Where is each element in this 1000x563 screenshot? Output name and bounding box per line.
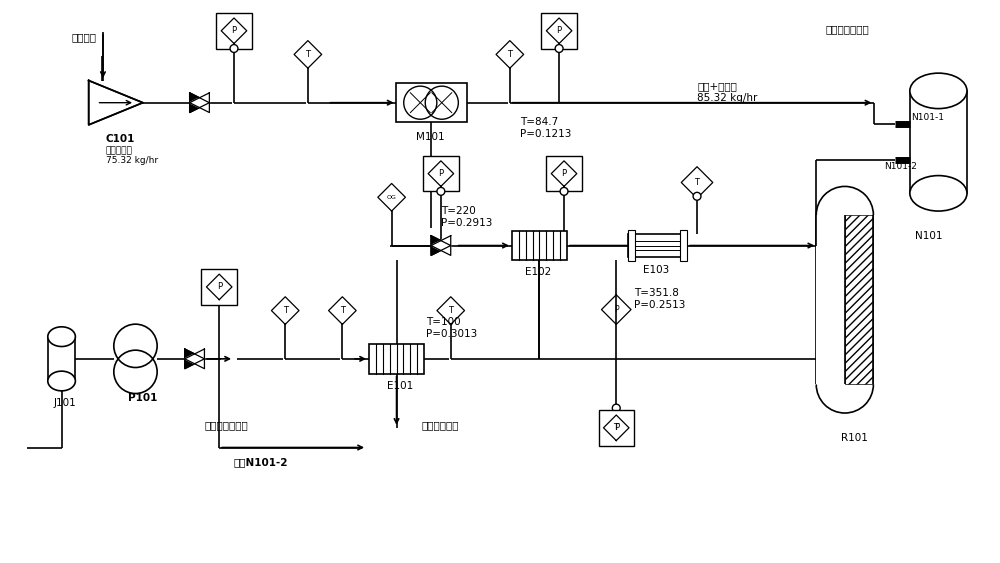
Text: E103: E103 <box>643 265 669 275</box>
Ellipse shape <box>910 73 967 109</box>
Bar <box>546 156 582 191</box>
Bar <box>599 410 634 445</box>
Bar <box>541 13 577 48</box>
Ellipse shape <box>48 371 75 391</box>
Text: 空气+引燃剂: 空气+引燃剂 <box>697 81 737 91</box>
Bar <box>910 91 967 193</box>
Circle shape <box>230 44 238 52</box>
Text: P: P <box>614 305 619 314</box>
Bar <box>48 337 75 381</box>
Polygon shape <box>431 236 451 256</box>
Text: P: P <box>614 423 619 432</box>
Text: T=351.8
P=0.2513: T=351.8 P=0.2513 <box>634 288 685 310</box>
Text: T: T <box>283 306 288 315</box>
Polygon shape <box>190 93 209 113</box>
Text: T: T <box>448 306 453 315</box>
Text: T=84.7
P=0.1213: T=84.7 P=0.1213 <box>520 118 571 139</box>
Text: N101-1: N101-1 <box>911 113 944 122</box>
Text: P: P <box>557 26 562 35</box>
Text: P101: P101 <box>128 394 157 403</box>
Bar <box>845 215 873 385</box>
Text: M101: M101 <box>416 132 445 142</box>
Text: T=100
P=0.3013: T=100 P=0.3013 <box>426 318 477 339</box>
Polygon shape <box>185 349 204 369</box>
Text: OG: OG <box>387 195 397 200</box>
Bar <box>396 83 467 122</box>
Circle shape <box>555 44 563 52</box>
Polygon shape <box>185 349 204 369</box>
Bar <box>512 231 567 260</box>
Ellipse shape <box>48 327 75 346</box>
Text: P: P <box>217 283 222 292</box>
Bar <box>680 230 687 261</box>
Text: 空气增压器: 空气增压器 <box>106 146 133 155</box>
Text: 内燃机冷却水: 内燃机冷却水 <box>421 420 459 430</box>
Text: 75.32 kg/hr: 75.32 kg/hr <box>106 156 158 165</box>
Text: N101-2: N101-2 <box>884 162 917 171</box>
Ellipse shape <box>910 176 967 211</box>
Text: P: P <box>561 169 567 178</box>
Text: J101: J101 <box>54 398 76 408</box>
Text: P: P <box>231 26 237 35</box>
Text: T: T <box>305 50 310 59</box>
Text: T: T <box>695 178 700 187</box>
Bar <box>628 234 687 257</box>
Bar <box>201 269 237 305</box>
Text: 85.32 kg/hr: 85.32 kg/hr <box>697 93 757 103</box>
Bar <box>369 344 424 374</box>
Text: T: T <box>340 306 345 315</box>
Polygon shape <box>190 93 209 113</box>
Polygon shape <box>89 81 143 125</box>
Text: 去往N101-2: 去往N101-2 <box>234 457 288 467</box>
Text: T: T <box>614 423 619 432</box>
Text: 回内燃机冷却水: 回内燃机冷却水 <box>204 420 248 430</box>
Text: E102: E102 <box>525 267 551 277</box>
Text: T: T <box>507 50 512 59</box>
Text: C101: C101 <box>106 134 135 144</box>
Text: N101: N101 <box>915 231 942 241</box>
Text: T=220
P=0.2913: T=220 P=0.2913 <box>441 206 492 227</box>
Bar <box>423 156 459 191</box>
Text: 内燃机空气入口: 内燃机空气入口 <box>825 24 869 34</box>
Bar <box>628 230 635 261</box>
Text: R101: R101 <box>841 433 868 443</box>
Text: E101: E101 <box>387 381 413 391</box>
Bar <box>216 13 252 48</box>
Polygon shape <box>431 236 451 256</box>
Text: 空气进口: 空气进口 <box>71 32 96 42</box>
Circle shape <box>612 404 620 412</box>
Circle shape <box>693 193 701 200</box>
Bar <box>816 215 845 385</box>
Circle shape <box>560 187 568 195</box>
Circle shape <box>437 187 445 195</box>
Text: P: P <box>438 169 443 178</box>
